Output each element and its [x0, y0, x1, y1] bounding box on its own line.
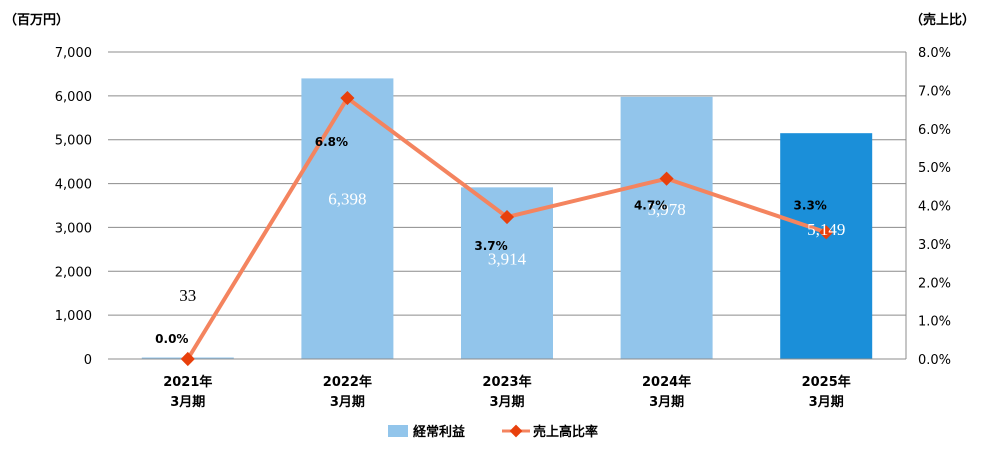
right-axis-tick-label: 0.0%	[918, 353, 951, 368]
right-axis-tick-label: 2.0%	[918, 276, 951, 291]
left-axis-tick-label: 1,000	[55, 309, 92, 324]
right-axis-tick-label: 8.0%	[918, 46, 951, 61]
legend: 経常利益 売上高比率	[388, 424, 598, 440]
ratio-value-label: 0.0%	[155, 332, 188, 346]
left-axis-unit: （百万円）	[4, 12, 69, 28]
left-axis-tick-label: 5,000	[55, 134, 92, 149]
legend-bar-swatch	[388, 425, 408, 437]
right-axis-tick-label: 4.0%	[918, 200, 951, 215]
right-axis-tick-label: 3.0%	[918, 238, 951, 253]
bar-value-label: 6,398	[328, 190, 366, 209]
ratio-marker	[499, 209, 515, 225]
left-axis-tick-label: 4,000	[55, 178, 92, 193]
bar	[780, 133, 873, 359]
bar-value-label: 5,978	[647, 200, 685, 219]
right-axis-tick-label: 6.0%	[918, 123, 951, 138]
ratio-marker	[340, 90, 355, 106]
bar	[301, 78, 394, 359]
left-axis-tick-label: 7,000	[55, 46, 92, 61]
ratio-value-label: 4.7%	[634, 199, 667, 213]
bar-value-label: 33	[179, 286, 196, 305]
right-axis-tick-label: 1.0%	[918, 315, 951, 330]
bar-value-label: 3,914	[488, 250, 527, 269]
ratio-marker	[819, 225, 834, 240]
left-axis-tick-label: 0	[84, 353, 92, 368]
x-axis-category-label: 2024年 3月期	[642, 374, 691, 410]
x-axis-category-label: 2021年 3月期	[163, 374, 212, 410]
bar-value-label: 5,149	[807, 220, 845, 239]
left-axis-tick-label: 3,000	[55, 221, 92, 236]
bar	[620, 96, 713, 360]
right-axis-tick-label: 5.0%	[918, 161, 951, 176]
bar-series	[141, 78, 873, 360]
legend-line-label: 売上高比率	[533, 424, 598, 440]
ratio-value-label: 3.7%	[474, 239, 507, 253]
ratio-marker	[180, 351, 195, 367]
x-axis-category-label: 2025年 3月期	[802, 374, 851, 410]
legend-bar-label: 経常利益	[413, 424, 465, 440]
x-axis-category-label: 2023年 3月期	[482, 374, 531, 410]
axes: 0 1,000 2,000 3,000 4,000 5,000 6,000 7,000 0.0%…	[55, 46, 951, 410]
ratio-marker	[659, 171, 674, 186]
left-axis-tick-label: 6,000	[55, 90, 92, 105]
x-axis-category-label: 2022年 3月期	[323, 374, 372, 410]
ratio-value-label: 3.3%	[794, 198, 827, 212]
right-axis-unit: （売上比）	[910, 12, 975, 28]
ratio-value-label: 6.8%	[315, 135, 348, 149]
left-axis-tick-label: 2,000	[55, 265, 92, 280]
data-labels: 33 6,398 3,914 5,978 5,149 0.0% 6.8% 3.7% 4.7% 3.…	[155, 135, 845, 346]
right-axis-tick-label: 7.0%	[918, 84, 951, 99]
legend-line-marker	[509, 424, 523, 438]
line-series	[180, 90, 834, 367]
